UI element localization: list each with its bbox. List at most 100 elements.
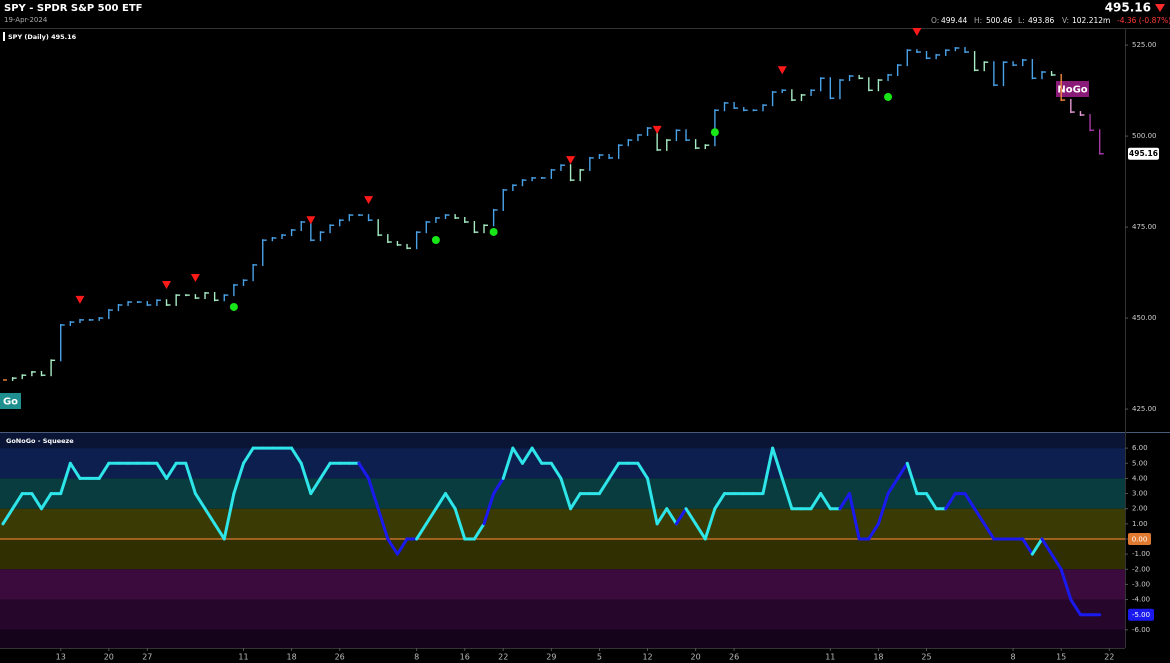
nogo-signal	[364, 196, 374, 205]
oscillator-segment	[867, 522, 880, 541]
oscillator-segment	[203, 507, 217, 526]
oscillator-segment	[492, 476, 505, 496]
oscillator-segment	[501, 446, 515, 480]
oscillator-segment	[39, 492, 53, 511]
oscillator-segment	[386, 537, 399, 556]
go-signal	[489, 227, 498, 236]
oscillator-segment	[1021, 537, 1034, 556]
oscillator-panel-title: GoNoGo - Squeeze	[6, 437, 74, 445]
oscillator-segment	[222, 492, 236, 541]
y-tick-label: 525.00	[1132, 41, 1157, 49]
oscillator-segment	[1050, 552, 1063, 571]
go-signal	[710, 128, 719, 137]
oscillator-segment	[97, 461, 111, 480]
oscillator-segment	[511, 446, 524, 465]
oscillator-segment	[944, 492, 957, 511]
y-tick-label: -4.00	[1132, 596, 1150, 604]
go-label-box	[0, 393, 21, 409]
stat-label: V:	[1062, 16, 1069, 25]
x-tick-label: 20	[104, 653, 114, 662]
stat-change: -4.36 (-0.87%)	[1117, 16, 1170, 25]
x-tick-label: 22	[1104, 653, 1114, 662]
oscillator-segment	[59, 461, 72, 496]
oscillator-segment	[415, 522, 428, 541]
x-tick-label: 16	[460, 653, 470, 662]
oscillator-segment	[165, 461, 178, 480]
oscillator-segment	[674, 507, 688, 526]
y-tick-label: 475.00	[1132, 223, 1157, 231]
x-tick-label: 11	[238, 653, 248, 662]
y-tick-label: 425.00	[1132, 405, 1157, 413]
oscillator-segment	[665, 507, 678, 526]
oscillator-segment	[232, 461, 245, 496]
x-tick-label: 12	[642, 653, 652, 662]
oscillator-segment	[472, 522, 486, 541]
oscillator-segment	[761, 446, 775, 496]
y-tick-label: 0.00	[1132, 535, 1148, 543]
oscillator-segment	[482, 492, 496, 526]
nogo-signal	[566, 156, 576, 165]
x-tick-label: 22	[498, 653, 508, 662]
header-date: 19-Apr-2024	[4, 16, 48, 24]
x-tick-label: 27	[142, 653, 152, 662]
nogo-signal	[162, 280, 172, 289]
oscillator-segment	[549, 461, 563, 480]
oscillator-segment	[318, 461, 332, 480]
oscillator-segment	[434, 492, 448, 511]
stat-label: H:	[974, 16, 982, 25]
y-tick-label: 500.00	[1132, 132, 1157, 140]
oscillator-segment	[11, 492, 24, 511]
last-price-tag	[1128, 147, 1159, 160]
nogo-label-box	[1056, 81, 1089, 97]
x-tick-label: 26	[729, 653, 739, 662]
oscillator-segment	[809, 492, 823, 511]
oscillator-segment	[213, 522, 226, 541]
y-tick-label: 6.00	[1132, 444, 1148, 452]
oscillator-segment	[68, 461, 82, 480]
oscillator-segment	[395, 537, 409, 556]
y-tick-label: -2.00	[1132, 565, 1150, 573]
stat-value: 500.46	[986, 16, 1012, 25]
oscillator-segment	[771, 446, 784, 480]
header-title: SPY - SPDR S&P 500 ETF	[4, 3, 142, 14]
nogo-label: NoGo	[1057, 85, 1087, 96]
header-last: 495.16	[1105, 1, 1151, 15]
x-tick-label: 5	[597, 653, 602, 662]
y-tick-label: 3.00	[1132, 490, 1148, 498]
oscillator-segment	[886, 476, 900, 496]
y-tick-label: 2.00	[1132, 505, 1148, 513]
oscillator-segment	[299, 461, 313, 496]
oscillator-segment	[1069, 598, 1082, 617]
oscillator-segment	[838, 492, 852, 511]
zone-band	[0, 508, 1125, 539]
oscillator-segment	[597, 476, 611, 496]
oscillator-segment	[1059, 567, 1073, 602]
oscillator-segment	[444, 492, 457, 511]
x-tick-label: 29	[546, 653, 556, 662]
x-tick-label: 11	[825, 653, 835, 662]
x-tick-label: 20	[691, 653, 701, 662]
oscillator-segment	[925, 492, 938, 511]
x-tick-label: 26	[335, 653, 345, 662]
y-tick-label: -1.00	[1132, 550, 1150, 558]
y-tick-label: 1.00	[1132, 520, 1148, 528]
last-price-label: 495.16	[1129, 149, 1158, 158]
go-signal	[431, 235, 440, 244]
nogo-signal	[306, 216, 316, 225]
oscillator-segment	[559, 476, 573, 511]
go-signal	[884, 92, 893, 101]
oscillator-segment	[684, 507, 698, 526]
zone-band	[0, 629, 1125, 648]
oscillator-segment	[646, 476, 659, 526]
oscillator-segment	[184, 461, 197, 496]
oscillator-segment	[636, 461, 650, 480]
y-tick-label: 450.00	[1132, 314, 1157, 322]
oscillator-segment	[963, 492, 977, 511]
x-tick-label: 8	[1011, 653, 1016, 662]
oscillator-zones	[0, 433, 1125, 648]
x-tick-label: 25	[921, 653, 931, 662]
x-tick-label: 13	[56, 653, 66, 662]
oscillator-segment	[367, 476, 380, 511]
oscillator-segment	[424, 507, 438, 526]
